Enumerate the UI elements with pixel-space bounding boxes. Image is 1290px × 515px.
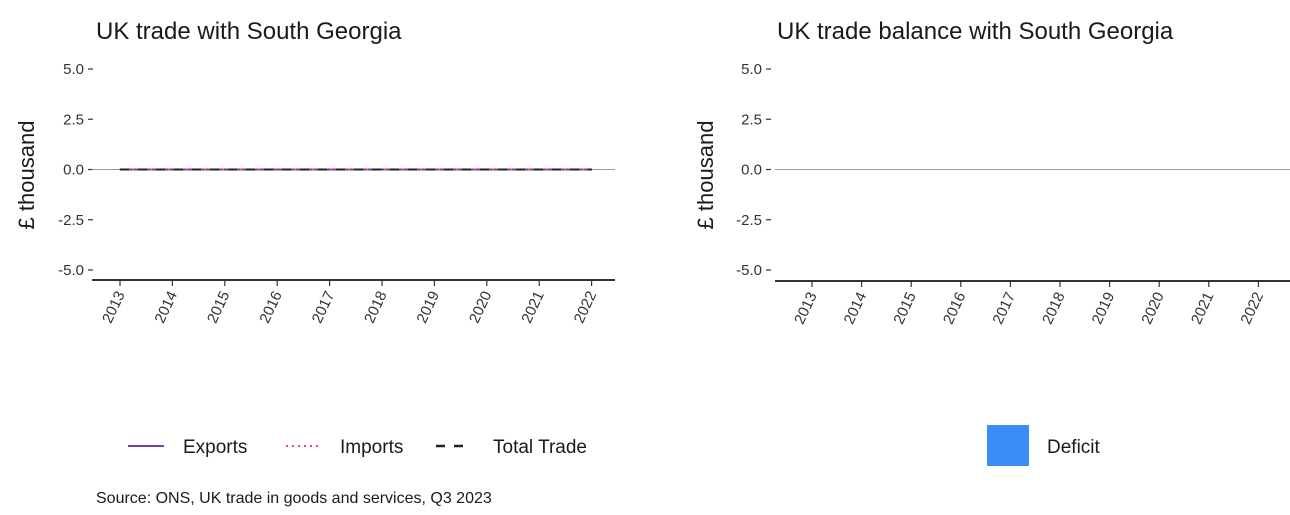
- series-point: [381, 168, 383, 171]
- y-tick-label: 0.0: [741, 162, 762, 179]
- trade-chart-axes: 5.0 2.5 0.0 -2.5 -5.0 2013 2014 2015 2016 2017 201…: [58, 61, 615, 326]
- series-point: [433, 168, 435, 171]
- y-tick-label: -2.5: [736, 212, 762, 229]
- x-tick-label: 2015: [890, 290, 920, 327]
- balance-chart-legend: Deficit: [987, 425, 1101, 466]
- legend-label-deficit: Deficit: [1047, 437, 1101, 458]
- x-tick-label: 2022: [1238, 290, 1268, 327]
- y-tick-label: 2.5: [741, 111, 762, 128]
- y-tick-label: -5.0: [736, 262, 762, 279]
- trade-chart-series: [119, 168, 593, 171]
- x-tick-label: 2021: [518, 289, 548, 326]
- y-tick-label: 5.0: [741, 61, 762, 78]
- x-tick-label: 2016: [940, 290, 970, 327]
- trade-chart-legend: Exports Imports Total Trade: [128, 437, 587, 458]
- x-tick-label: 2014: [841, 290, 871, 327]
- x-tick-label: 2017: [990, 290, 1020, 327]
- x-tick-label: 2021: [1188, 290, 1218, 327]
- x-tick-label: 2022: [571, 289, 601, 326]
- y-tick-label: -2.5: [58, 212, 84, 229]
- series-point: [119, 168, 121, 171]
- balance-chart-axes: 5.0 2.5 0.0 -2.5 -5.0 2013 2014 2015 2016 2017 201…: [736, 61, 1290, 327]
- legend-label-imports: Imports: [340, 437, 403, 458]
- series-point: [171, 168, 173, 171]
- x-tick-label: 2014: [152, 289, 182, 326]
- x-tick-label: 2015: [204, 289, 234, 326]
- legend-label-exports: Exports: [183, 437, 247, 458]
- x-tick-label: 2019: [1089, 290, 1119, 327]
- series-point: [486, 168, 488, 171]
- x-tick-label: 2013: [99, 289, 129, 326]
- y-tick-label: 5.0: [63, 61, 84, 78]
- series-point: [276, 168, 278, 171]
- balance-chart: UK trade balance with South Georgia £ th…: [693, 18, 1290, 466]
- series-point: [591, 168, 593, 171]
- trade-chart-y-label: £ thousand: [14, 121, 39, 230]
- legend-swatch-deficit: [987, 425, 1029, 466]
- legend-label-total-trade: Total Trade: [493, 437, 587, 458]
- x-tick-label: 2016: [256, 289, 286, 326]
- trade-chart-title: UK trade with South Georgia: [96, 18, 402, 45]
- x-tick-label: 2013: [791, 290, 821, 327]
- series-point: [538, 168, 540, 171]
- x-tick-label: 2018: [1039, 290, 1069, 327]
- x-tick-label: 2019: [414, 289, 444, 326]
- y-tick-label: 0.0: [63, 162, 84, 179]
- y-tick-label: 2.5: [63, 111, 84, 128]
- balance-chart-title: UK trade balance with South Georgia: [777, 18, 1174, 45]
- x-tick-label: 2020: [466, 289, 496, 326]
- source-note: Source: ONS, UK trade in goods and servi…: [96, 490, 492, 507]
- series-point: [224, 168, 226, 171]
- y-tick-label: -5.0: [58, 262, 84, 279]
- x-tick-label: 2020: [1138, 290, 1168, 327]
- series-point: [329, 168, 331, 171]
- x-tick-label: 2017: [309, 289, 339, 326]
- trade-chart: UK trade with South Georgia £ thousand 5…: [14, 18, 615, 507]
- x-tick-label: 2018: [361, 289, 391, 326]
- balance-chart-y-label: £ thousand: [693, 121, 718, 230]
